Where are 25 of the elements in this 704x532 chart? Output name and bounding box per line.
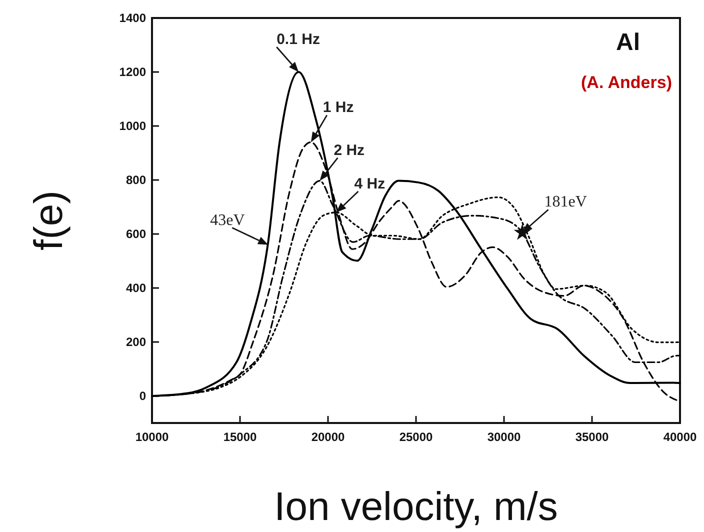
y-tick-label: 0 [139, 389, 146, 403]
y-tick-label: 200 [126, 335, 146, 349]
annotation: 43eV [210, 212, 246, 229]
y-tick-label: 1200 [119, 65, 146, 79]
annotation: 1 Hz [322, 99, 354, 116]
x-tick-label: 15000 [223, 430, 258, 444]
annotation: Al [616, 29, 640, 56]
x-tick-label: 10000 [135, 430, 170, 444]
y-tick-label: 800 [126, 173, 146, 187]
annotation: 0.1 Hz [276, 31, 320, 48]
y-tick-label: 1000 [119, 119, 146, 133]
annotation: (A. Anders) [581, 73, 672, 92]
annotation: 2 Hz [334, 142, 365, 159]
x-tick-label: 35000 [575, 430, 610, 444]
y-axis-title: f(e) [27, 190, 71, 250]
y-tick-label: 400 [126, 281, 146, 295]
x-tick-label: 40000 [663, 430, 698, 444]
y-tick-label: 1400 [119, 11, 146, 25]
annotation: 4 Hz [354, 175, 386, 192]
x-tick-label: 30000 [487, 430, 522, 444]
x-tick-label: 25000 [399, 430, 434, 444]
x-axis-title: Ion velocity, m/s [274, 485, 558, 529]
x-tick-label: 20000 [311, 430, 346, 444]
y-tick-label: 600 [126, 227, 146, 241]
annotation: 181eV [544, 194, 588, 211]
